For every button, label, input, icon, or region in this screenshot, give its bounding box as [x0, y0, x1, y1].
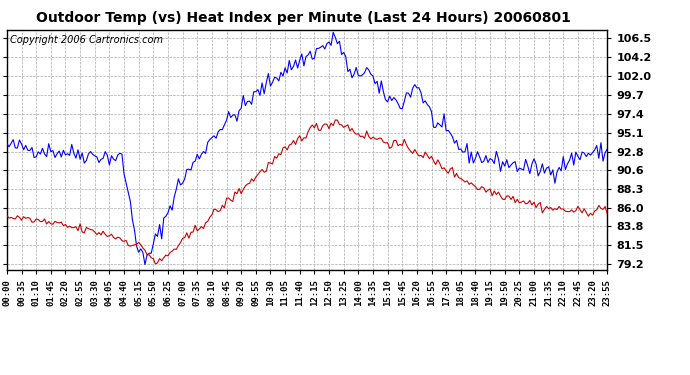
Text: Copyright 2006 Cartronics.com: Copyright 2006 Cartronics.com — [10, 35, 163, 45]
Text: Outdoor Temp (vs) Heat Index per Minute (Last 24 Hours) 20060801: Outdoor Temp (vs) Heat Index per Minute … — [36, 11, 571, 25]
